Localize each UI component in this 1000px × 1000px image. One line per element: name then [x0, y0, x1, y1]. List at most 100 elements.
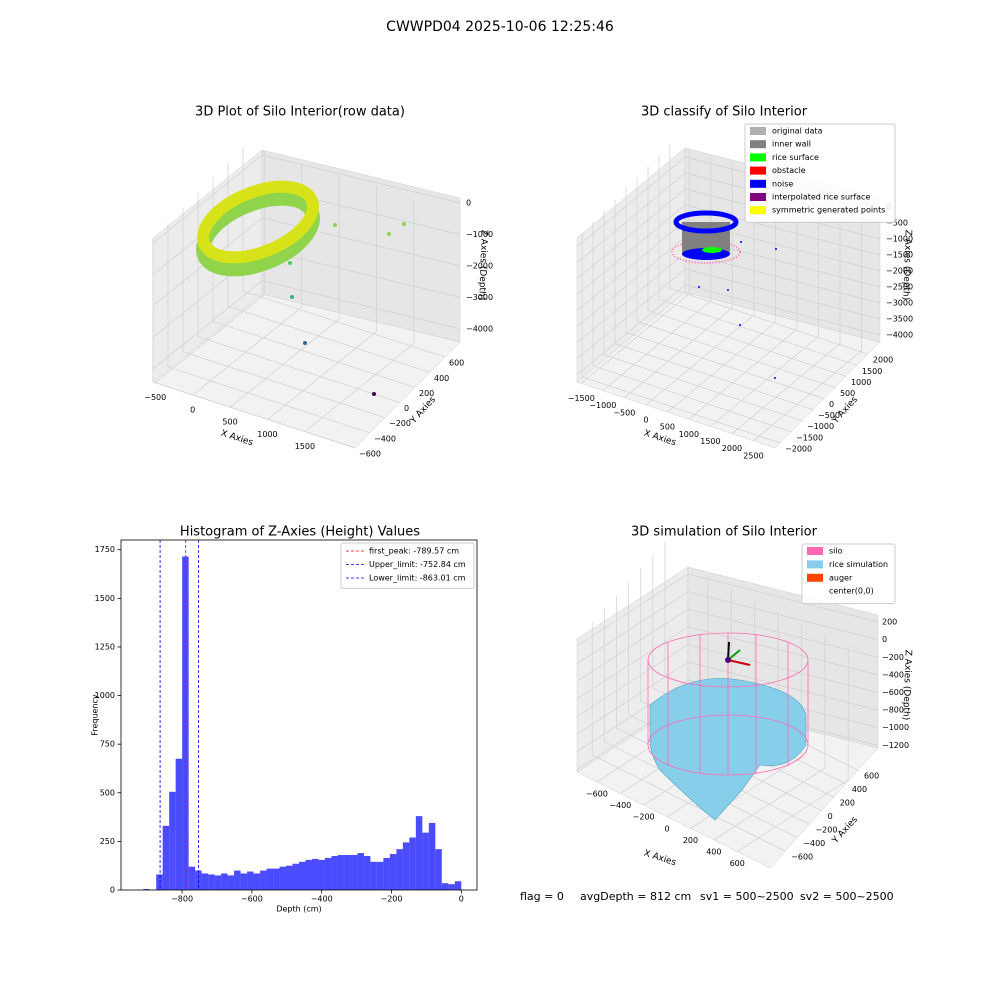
grid-line	[658, 155, 858, 366]
x-tick-label: 500	[222, 418, 237, 427]
bar	[318, 859, 325, 890]
legend-swatch	[750, 127, 766, 135]
bar	[311, 858, 319, 890]
y-tick-label: −400	[374, 434, 396, 443]
bar	[247, 871, 254, 890]
bar	[214, 875, 222, 890]
y-tick-label: 400	[852, 785, 867, 794]
legend-swatch	[750, 193, 766, 201]
bar	[324, 857, 332, 890]
y-tick-label: 1500	[95, 594, 115, 603]
z-tick-label: −1200	[882, 741, 909, 750]
legend-swatch	[750, 140, 766, 149]
x-tick-label: −400	[311, 895, 333, 904]
footer-text: sv2 = 500~2500	[800, 890, 894, 903]
legend-label: Upper_limit: -752.84 cm	[369, 560, 466, 569]
grid-line	[628, 581, 822, 812]
legend-label: silo	[829, 547, 843, 556]
bar	[448, 884, 455, 890]
bar	[175, 758, 183, 890]
bar	[350, 855, 358, 890]
x-tick-label: 600	[730, 859, 745, 868]
x-tick-label: 2000	[722, 444, 742, 453]
x-tick-label: 500	[660, 423, 675, 432]
x-axis-label: Depth (cm)	[276, 905, 321, 914]
bar	[305, 859, 312, 890]
bar	[266, 868, 274, 890]
point	[739, 324, 741, 326]
bar	[441, 883, 449, 890]
grid-line	[591, 622, 786, 852]
z-tick-label: −3000	[886, 298, 913, 307]
legend-label: rice surface	[772, 153, 819, 162]
z-tick-label: −500	[886, 218, 908, 227]
bar	[208, 874, 215, 890]
legend-label: auger	[829, 573, 853, 582]
bar	[435, 849, 442, 890]
y-axis-label: Frequency	[91, 694, 100, 736]
x-tick-label: 1500	[700, 437, 720, 446]
y-tick-label: −1000	[807, 422, 834, 431]
z-tick-label: −600	[882, 688, 904, 697]
y-tick-label: 1000	[95, 691, 115, 700]
y-tick-label: 600	[864, 772, 879, 781]
grid-line	[731, 199, 841, 434]
grid-line	[647, 166, 847, 377]
grid-line	[710, 192, 819, 427]
point	[333, 223, 337, 227]
point	[727, 289, 729, 291]
grid-line	[192, 163, 303, 396]
y-tick-label: 500	[840, 389, 855, 398]
z-axis-label: Z Axies (Depth)	[476, 230, 488, 301]
z-tick-label: 0	[466, 199, 471, 208]
grid-line	[152, 217, 461, 307]
bar	[188, 866, 196, 890]
y-tick-label: 600	[449, 359, 464, 368]
legend-box	[340, 542, 475, 589]
x-axis-label: X Axies	[219, 429, 254, 449]
grid-line	[152, 154, 461, 244]
x-tick-label: −800	[171, 895, 193, 904]
x-tick-label: −500	[144, 393, 166, 402]
foreground-layer: −500050010001500−600−400−20002004006000−…	[91, 105, 914, 914]
y-tick-label: 1250	[95, 642, 115, 651]
y-tick-label: 0	[829, 400, 834, 409]
x-tick-label: −1500	[568, 394, 595, 403]
bar	[363, 855, 371, 890]
grid-line	[636, 177, 836, 388]
z-tick-label: −4000	[886, 330, 913, 339]
point	[774, 377, 776, 379]
grid-line	[603, 210, 803, 422]
chart-title: 3D Plot of Silo Interior(row data)	[195, 105, 405, 120]
background-layer	[152, 144, 881, 869]
bar	[156, 874, 163, 890]
point-cloud	[702, 247, 722, 253]
footer-text: flag = 0	[520, 890, 564, 903]
center-point	[725, 657, 731, 663]
grid-line	[152, 280, 461, 370]
z-tick-label: −4000	[466, 324, 493, 333]
point	[372, 392, 376, 396]
grid-line	[616, 595, 810, 825]
y-tick-label: −600	[359, 450, 381, 459]
bar	[273, 868, 280, 890]
y-tick-label: −1500	[796, 433, 823, 442]
grid-line	[167, 222, 371, 434]
point-cloud	[671, 240, 741, 264]
grid-line	[152, 238, 356, 449]
bar	[454, 881, 462, 890]
bar	[253, 873, 261, 890]
y-tick-label: 750	[100, 740, 115, 749]
bar	[286, 865, 293, 890]
y-tick-label: 250	[100, 837, 115, 846]
grid-line	[753, 206, 862, 442]
y-tick-label: −600	[791, 853, 813, 862]
y-tick-label: −500	[818, 411, 840, 420]
y-tick-label: 200	[840, 799, 855, 808]
legend-swatch	[750, 179, 766, 188]
point	[698, 286, 700, 288]
grid-line	[667, 178, 776, 413]
z-tick-label: −400	[882, 670, 904, 679]
grid-line	[625, 188, 825, 399]
